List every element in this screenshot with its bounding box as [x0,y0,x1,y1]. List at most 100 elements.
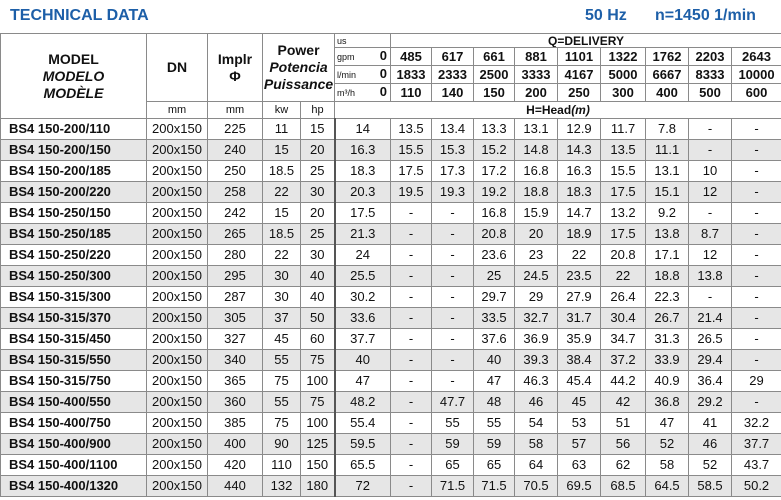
model-cell: BS4 150-250/300 [0,265,147,287]
table-cell: - [731,328,781,350]
table-cell: 180 [299,475,336,497]
table-row: BS4 150-200/110 200x150 225 11 15 14 13.5 13.4 1… [0,118,781,140]
table-cell: 240 [207,139,263,161]
table-cell: 55.4 [333,412,392,434]
table-row: BS4 150-315/300 200x150 287 30 40 30.2- -29.7 2… [0,286,781,308]
table-cell: 65 [431,454,475,476]
dn-header: DN [146,33,208,102]
table-cell: 20 [299,139,336,161]
table-cell: 75 [262,412,301,434]
table-cell: - [688,202,733,224]
model-cell: BS4 150-250/185 [0,223,147,245]
table-cell: 17.5 [600,181,647,203]
table-cell: 200x150 [146,244,208,266]
table-cell: 50 [299,307,336,329]
title: TECHNICAL DATA [10,7,149,24]
table-cell: - [390,370,433,392]
table-cell: 40 [333,349,392,371]
table-cell: 200x150 [146,433,208,455]
table-cell: 225 [207,118,263,140]
flow-value: 110 [390,83,433,102]
table-cell: 19.5 [390,181,433,203]
impeller-label: Φ [229,67,241,84]
table-cell: - [431,244,475,266]
table-row: BS4 150-400/1320 200x150 440 132 180 72-71.5 7… [0,475,781,497]
model-cell: BS4 150-400/1100 [0,454,147,476]
table-cell: 16.8 [514,160,559,182]
model-cell: BS4 150-200/110 [0,118,147,140]
table-cell: 14 [333,118,392,140]
table-cell: 72 [333,475,392,497]
table-cell: 47 [645,412,690,434]
table-cell: - [390,412,433,434]
flow-value: 2333 [431,65,475,84]
table-row: BS4 150-400/550 200x150 360 55 75 48.2-47.7 48… [0,391,781,413]
power-label: Puissance [263,76,334,92]
flow-value: 600 [731,83,781,102]
table-cell: 14.3 [557,139,602,161]
flow-value: 150 [473,83,516,102]
table-cell: 44.2 [600,370,647,392]
table-cell: 32.7 [514,307,559,329]
table-cell: 17.5 [390,160,433,182]
table-cell: - [390,307,433,329]
table-cell: - [688,286,733,308]
table-cell: 47 [473,370,516,392]
table-cell: 200x150 [146,475,208,497]
table-cell: 305 [207,307,263,329]
model-cell: BS4 150-200/185 [0,160,147,182]
table-cell: 56 [600,433,647,455]
table-cell: 75 [262,370,301,392]
table-cell: 258 [207,181,263,203]
table-cell: 51 [600,412,647,434]
table-cell: 37.7 [731,433,781,455]
table-cell: - [731,181,781,203]
table-cell: 55 [431,412,475,434]
table-cell: 15.1 [645,181,690,203]
table-cell: 39.3 [514,349,559,371]
table-cell: 22 [600,265,647,287]
table-cell: 37.6 [473,328,516,350]
table-cell: 200x150 [146,412,208,434]
table-cell: - [390,244,433,266]
table-cell: 9.2 [645,202,690,224]
flow-value: 485 [390,47,433,66]
table-cell: 22 [262,244,301,266]
table-cell: 287 [207,286,263,308]
table-cell: 200x150 [146,370,208,392]
table-cell: 13.3 [473,118,516,140]
table-cell: 65.5 [333,454,392,476]
flow-value: 300 [600,83,647,102]
table-cell: 48.2 [333,391,392,413]
table-cell: 18.3 [333,160,392,182]
table-cell: - [731,118,781,140]
table-cell: 29 [731,370,781,392]
delivery-label: Q=DELIVERY [548,33,624,48]
table-cell: 19.3 [431,181,475,203]
table-cell: 200x150 [146,286,208,308]
table-cell: - [731,286,781,308]
table-row: BS4 150-250/220 200x150 280 22 30 24- -23.6 23 2… [0,244,781,266]
table-cell: 11.7 [600,118,647,140]
table-cell: 13.5 [390,118,433,140]
table-cell: 55 [262,391,301,413]
table-cell: 20 [299,202,336,224]
table-cell: 52 [645,433,690,455]
table-cell: 15 [262,202,301,224]
flow-value: 2500 [473,65,516,84]
table-cell: 23.6 [473,244,516,266]
model-cell: BS4 150-315/750 [0,370,147,392]
table-cell: 20 [514,223,559,245]
table-cell: 11.1 [645,139,690,161]
flow-value: 3333 [514,65,559,84]
model-cell: BS4 150-250/220 [0,244,147,266]
table-row: BS4 150-200/185 200x150 250 18.5 25 18.3 17.5 1… [0,160,781,182]
zero-flow: 0 [379,84,388,100]
table-cell: 55 [262,349,301,371]
unit: kw [262,101,301,119]
table-cell: 46 [688,433,733,455]
table-cell: 20.8 [473,223,516,245]
impeller-label: Implr [217,50,253,67]
model-cell: BS4 150-315/370 [0,307,147,329]
table-row: BS4 150-250/185 200x150 265 18.5 25 21.3- -20.… [0,223,781,245]
